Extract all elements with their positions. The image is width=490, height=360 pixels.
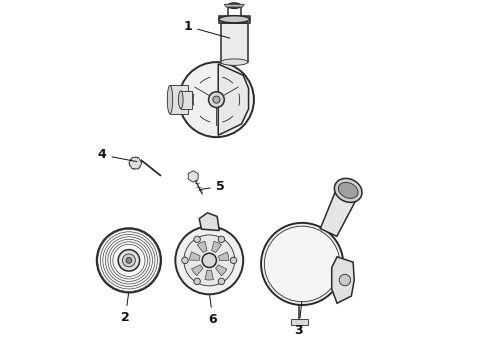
Polygon shape bbox=[199, 213, 220, 230]
Polygon shape bbox=[188, 171, 198, 182]
Text: 4: 4 bbox=[98, 148, 137, 162]
Polygon shape bbox=[129, 158, 142, 169]
Polygon shape bbox=[224, 4, 245, 7]
Circle shape bbox=[209, 92, 224, 108]
Polygon shape bbox=[192, 265, 203, 276]
Circle shape bbox=[265, 226, 340, 302]
Polygon shape bbox=[197, 241, 207, 252]
Ellipse shape bbox=[334, 179, 362, 202]
Polygon shape bbox=[190, 252, 200, 260]
Circle shape bbox=[97, 228, 161, 293]
Text: 3: 3 bbox=[294, 302, 303, 337]
Circle shape bbox=[194, 278, 200, 285]
Ellipse shape bbox=[167, 85, 172, 114]
Circle shape bbox=[122, 254, 135, 267]
Circle shape bbox=[126, 257, 132, 263]
Circle shape bbox=[230, 257, 237, 264]
Polygon shape bbox=[320, 185, 359, 237]
Circle shape bbox=[175, 226, 243, 294]
Ellipse shape bbox=[228, 3, 241, 8]
Polygon shape bbox=[219, 252, 229, 260]
Ellipse shape bbox=[230, 4, 239, 8]
Ellipse shape bbox=[178, 91, 183, 109]
Ellipse shape bbox=[220, 59, 248, 65]
Polygon shape bbox=[205, 270, 214, 280]
Circle shape bbox=[184, 235, 235, 286]
Text: 5: 5 bbox=[199, 180, 224, 193]
Circle shape bbox=[218, 236, 224, 243]
Polygon shape bbox=[292, 319, 308, 325]
Circle shape bbox=[218, 278, 224, 285]
Polygon shape bbox=[332, 257, 354, 303]
Text: 1: 1 bbox=[183, 20, 230, 38]
Circle shape bbox=[118, 249, 140, 271]
Circle shape bbox=[339, 274, 351, 286]
Ellipse shape bbox=[219, 16, 249, 23]
Polygon shape bbox=[220, 23, 248, 62]
Text: 2: 2 bbox=[121, 293, 130, 324]
Polygon shape bbox=[218, 64, 248, 135]
Circle shape bbox=[202, 253, 217, 267]
Text: 6: 6 bbox=[209, 295, 217, 326]
Circle shape bbox=[261, 223, 343, 305]
Polygon shape bbox=[212, 241, 221, 253]
Circle shape bbox=[194, 236, 200, 243]
Circle shape bbox=[213, 96, 220, 103]
Polygon shape bbox=[170, 85, 188, 114]
Ellipse shape bbox=[339, 183, 358, 198]
Polygon shape bbox=[181, 91, 192, 109]
Polygon shape bbox=[219, 16, 249, 23]
Circle shape bbox=[182, 257, 188, 264]
Polygon shape bbox=[216, 265, 227, 276]
Circle shape bbox=[179, 62, 254, 137]
